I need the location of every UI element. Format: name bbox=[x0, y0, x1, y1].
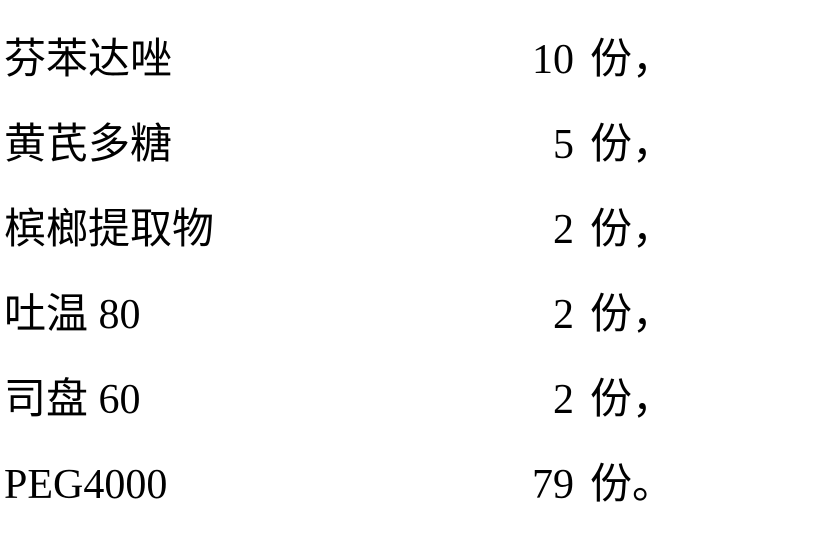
ingredient-name: 芬苯达唑 bbox=[0, 18, 444, 103]
ingredient-amount: 10 bbox=[444, 18, 574, 103]
ingredient-unit: 份。 bbox=[574, 443, 674, 528]
ingredient-name: 槟榔提取物 bbox=[0, 188, 444, 273]
ingredient-name: 黄芪多糖 bbox=[0, 103, 444, 188]
table-row: 黄芪多糖 5 份， bbox=[0, 103, 817, 188]
ingredient-amount: 2 bbox=[444, 358, 574, 443]
ingredient-unit: 份， bbox=[574, 103, 674, 188]
ingredient-name: PEG4000 bbox=[0, 443, 444, 528]
ingredient-name: 吐温 80 bbox=[0, 273, 444, 358]
ingredient-unit: 份， bbox=[574, 188, 674, 273]
ingredient-amount: 5 bbox=[444, 103, 574, 188]
ingredient-amount: 2 bbox=[444, 188, 574, 273]
ingredient-amount: 2 bbox=[444, 273, 574, 358]
ingredient-unit: 份， bbox=[574, 358, 674, 443]
table-row: 吐温 80 2 份， bbox=[0, 273, 817, 358]
ingredient-unit: 份， bbox=[574, 273, 674, 358]
table-row: 芬苯达唑 10 份， bbox=[0, 18, 817, 103]
ingredient-unit: 份， bbox=[574, 18, 674, 103]
ingredient-list: 芬苯达唑 10 份， 黄芪多糖 5 份， 槟榔提取物 2 份， 吐温 80 2 … bbox=[0, 0, 817, 535]
table-row: 槟榔提取物 2 份， bbox=[0, 188, 817, 273]
table-row: PEG4000 79 份。 bbox=[0, 443, 817, 528]
ingredient-amount: 79 bbox=[444, 443, 574, 528]
table-row: 司盘 60 2 份， bbox=[0, 358, 817, 443]
ingredient-name: 司盘 60 bbox=[0, 358, 444, 443]
